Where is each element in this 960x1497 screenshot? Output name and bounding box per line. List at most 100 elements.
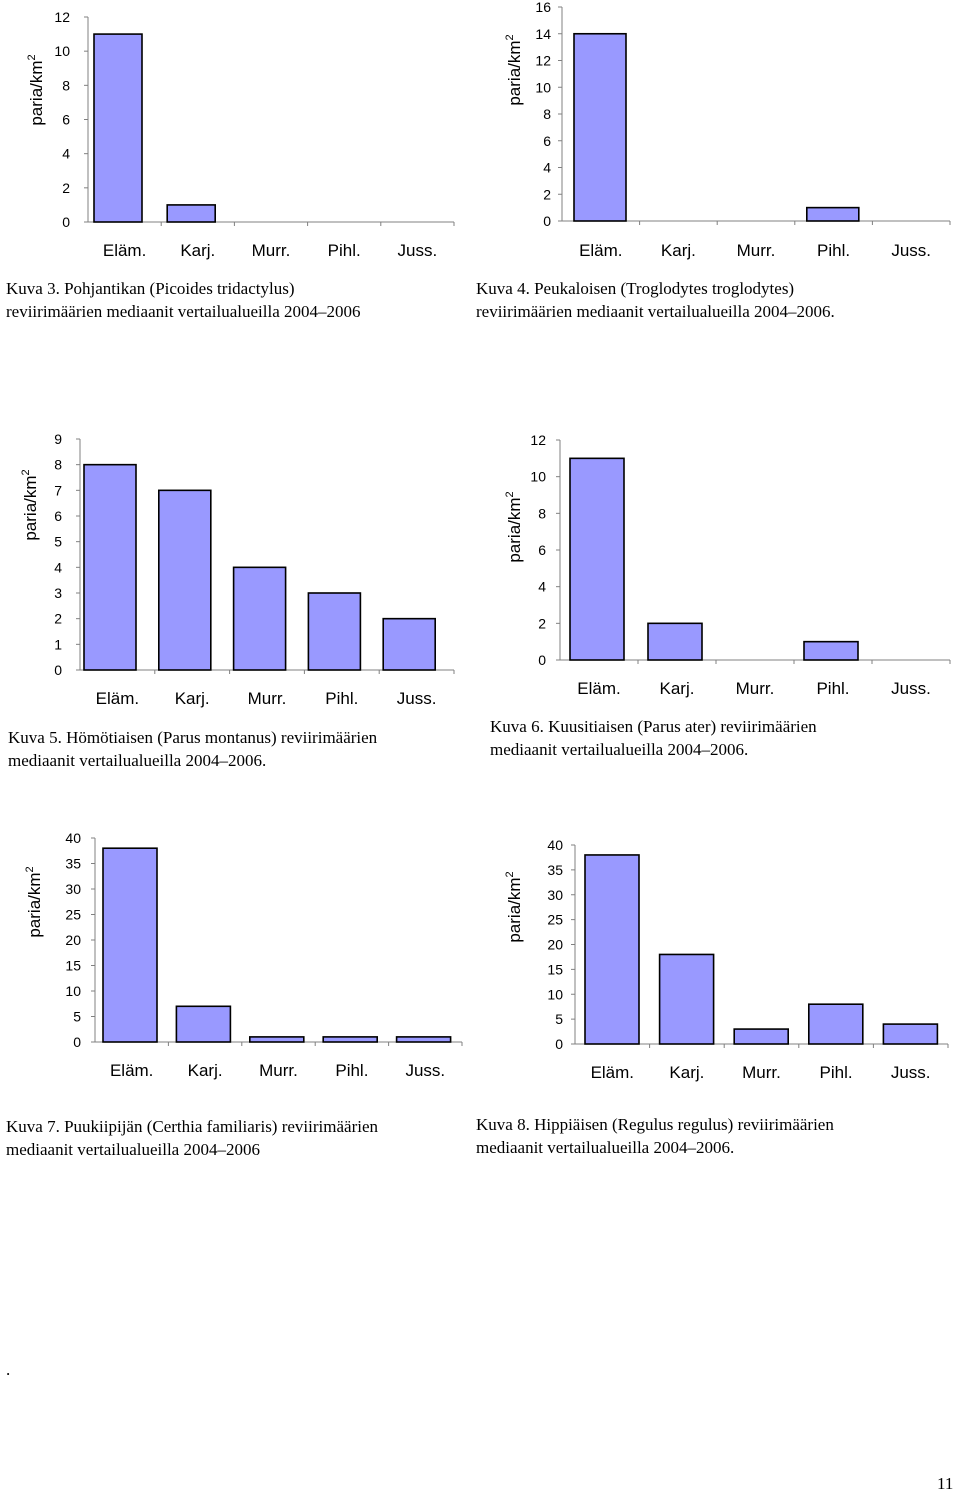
caption-kuva-8: Kuva 8. Hippiäisen (Regulus regulus) rev… [476, 1113, 834, 1159]
category-label: Juss. [405, 1061, 445, 1080]
chart-panel-3: 0 2 4 6 8 10 12 Eläm. Karj. Murr. Pihl. Juss. paria/… [26, 9, 455, 260]
caption-line: reviirimäärien mediaanit vertailualueill… [6, 302, 361, 321]
y-tick-label: 0 [54, 662, 62, 678]
category-label: Eläm. [577, 679, 620, 698]
bar-karj [166, 204, 216, 223]
bar-pihl [322, 1036, 379, 1043]
chart-panel-7: 0 5 10 15 20 25 30 35 40 Eläm. Karj. Murr. Pihl. Juss… [24, 830, 463, 1080]
y-axis-label-text: paria/km [505, 497, 524, 562]
y-tick-label: 8 [543, 106, 551, 122]
page-number: 11 [937, 1474, 954, 1493]
y-tick-label: 5 [73, 1009, 81, 1025]
y-axis-label-superscript: 2 [26, 54, 38, 60]
y-tick-label: 12 [535, 53, 551, 69]
y-tick-label: 15 [65, 958, 81, 974]
y-tick-label: 0 [555, 1036, 563, 1052]
y-tick-label: 10 [65, 983, 81, 999]
y-axis-label-superscript: 2 [24, 866, 36, 872]
caption-line: Kuva 5. Hömötiaisen (Parus montanus) rev… [8, 728, 378, 747]
chart-panel-8: 0 5 10 15 20 25 30 35 40 Eläm. Karj. Murr. Pihl. Juss… [504, 837, 949, 1082]
y-tick-label: 10 [547, 986, 563, 1002]
y-tick-label: 2 [538, 615, 546, 631]
caption-kuva-6: Kuva 6. Kuusitiaisen (Parus ater) reviir… [490, 715, 817, 761]
caption-line: mediaanit vertailualueilla 2004–2006. [490, 740, 749, 759]
category-label: Pihl. [817, 241, 850, 260]
category-label: Juss. [891, 1063, 931, 1082]
caption-line: mediaanit vertailualueilla 2004–2006 [6, 1140, 260, 1159]
category-label: Juss. [397, 689, 437, 708]
caption-line: Kuva 6. Kuusitiaisen (Parus ater) reviir… [490, 717, 817, 736]
bar-juss [382, 617, 437, 671]
y-tick-label: 4 [54, 559, 62, 575]
caption-line: Kuva 3. Pohjantikan (Picoides tridactylu… [6, 279, 295, 298]
category-label: Karj. [188, 1061, 223, 1080]
caption-line: reviirimäärien mediaanit vertailualueill… [476, 302, 835, 321]
category-label: Pihl. [820, 1063, 853, 1082]
caption-line: Kuva 4. Peukaloisen (Troglodytes troglod… [476, 279, 795, 298]
page-dot: . [6, 1360, 11, 1379]
caption-line: Kuva 7. Puukiipijän (Certhia familiaris)… [6, 1117, 378, 1136]
y-tick-label: 1 [54, 636, 62, 652]
y-tick-label: 4 [538, 579, 546, 595]
category-label: Juss. [891, 679, 931, 698]
category-label: Karj. [175, 689, 210, 708]
y-axis-label-text: paria/km [27, 60, 46, 125]
y-axis-label-text: paria/km [505, 40, 524, 105]
y-tick-label: 5 [54, 534, 62, 550]
bar-murr [232, 566, 287, 671]
y-tick-label: 8 [62, 77, 70, 93]
bar-murr [249, 1036, 305, 1043]
chart-panel-6: 0 2 4 6 8 10 12 Eläm. Karj. Murr. Pihl. Juss. paria/… [504, 432, 951, 698]
bar-juss [882, 1023, 939, 1045]
y-tick-label: 0 [73, 1034, 81, 1050]
y-tick-label: 25 [65, 907, 81, 923]
y-axis-label: paria/km2 [504, 34, 524, 105]
y-tick-label: 15 [547, 961, 563, 977]
category-label: Murr. [737, 241, 776, 260]
category-label: Eläm. [591, 1063, 634, 1082]
y-axis-label: paria/km2 [504, 491, 524, 562]
bar-eläm [102, 847, 158, 1043]
y-tick-label: 30 [65, 881, 81, 897]
category-label: Juss. [398, 241, 438, 260]
y-tick-label: 10 [54, 43, 70, 59]
bar-eläm [573, 32, 627, 222]
caption-line: mediaanit vertailualueilla 2004–2006. [476, 1138, 735, 1157]
y-axis-label-superscript: 2 [504, 491, 516, 497]
category-label: Murr. [259, 1061, 298, 1080]
caption-kuva-7: Kuva 7. Puukiipijän (Certhia familiaris)… [6, 1115, 378, 1161]
y-axis-label: paria/km2 [504, 871, 524, 942]
bar-pihl [803, 640, 859, 661]
bar-pihl [807, 1003, 864, 1045]
y-tick-label: 0 [62, 214, 70, 230]
category-label: Pihl. [325, 689, 358, 708]
bar-eläm [584, 854, 640, 1045]
category-label: Murr. [742, 1063, 781, 1082]
y-tick-label: 8 [538, 505, 546, 521]
y-tick-label: 8 [54, 457, 62, 473]
category-label: Eläm. [103, 241, 146, 260]
y-tick-label: 7 [54, 482, 62, 498]
caption-line: mediaanit vertailualueilla 2004–2006. [8, 751, 267, 770]
category-label: Karj. [661, 241, 696, 260]
bar-karj [658, 953, 715, 1045]
y-tick-label: 12 [54, 9, 70, 25]
y-tick-label: 30 [547, 887, 563, 903]
bar-pihl [805, 206, 860, 222]
y-tick-label: 9 [54, 431, 62, 447]
bar-karj [158, 489, 212, 671]
caption-line: Kuva 8. Hippiäisen (Regulus regulus) rev… [476, 1115, 834, 1134]
y-tick-label: 6 [538, 542, 546, 558]
y-axis-label: paria/km2 [26, 54, 46, 125]
category-label: Eläm. [579, 241, 622, 260]
category-label: Karj. [180, 241, 215, 260]
y-tick-label: 10 [535, 79, 551, 95]
bar-juss [395, 1036, 452, 1043]
y-tick-label: 4 [543, 160, 551, 176]
category-label: Eläm. [96, 689, 139, 708]
y-tick-label: 20 [547, 937, 563, 953]
y-tick-label: 40 [65, 830, 81, 846]
y-tick-label: 6 [62, 112, 70, 128]
category-label: Murr. [252, 241, 291, 260]
